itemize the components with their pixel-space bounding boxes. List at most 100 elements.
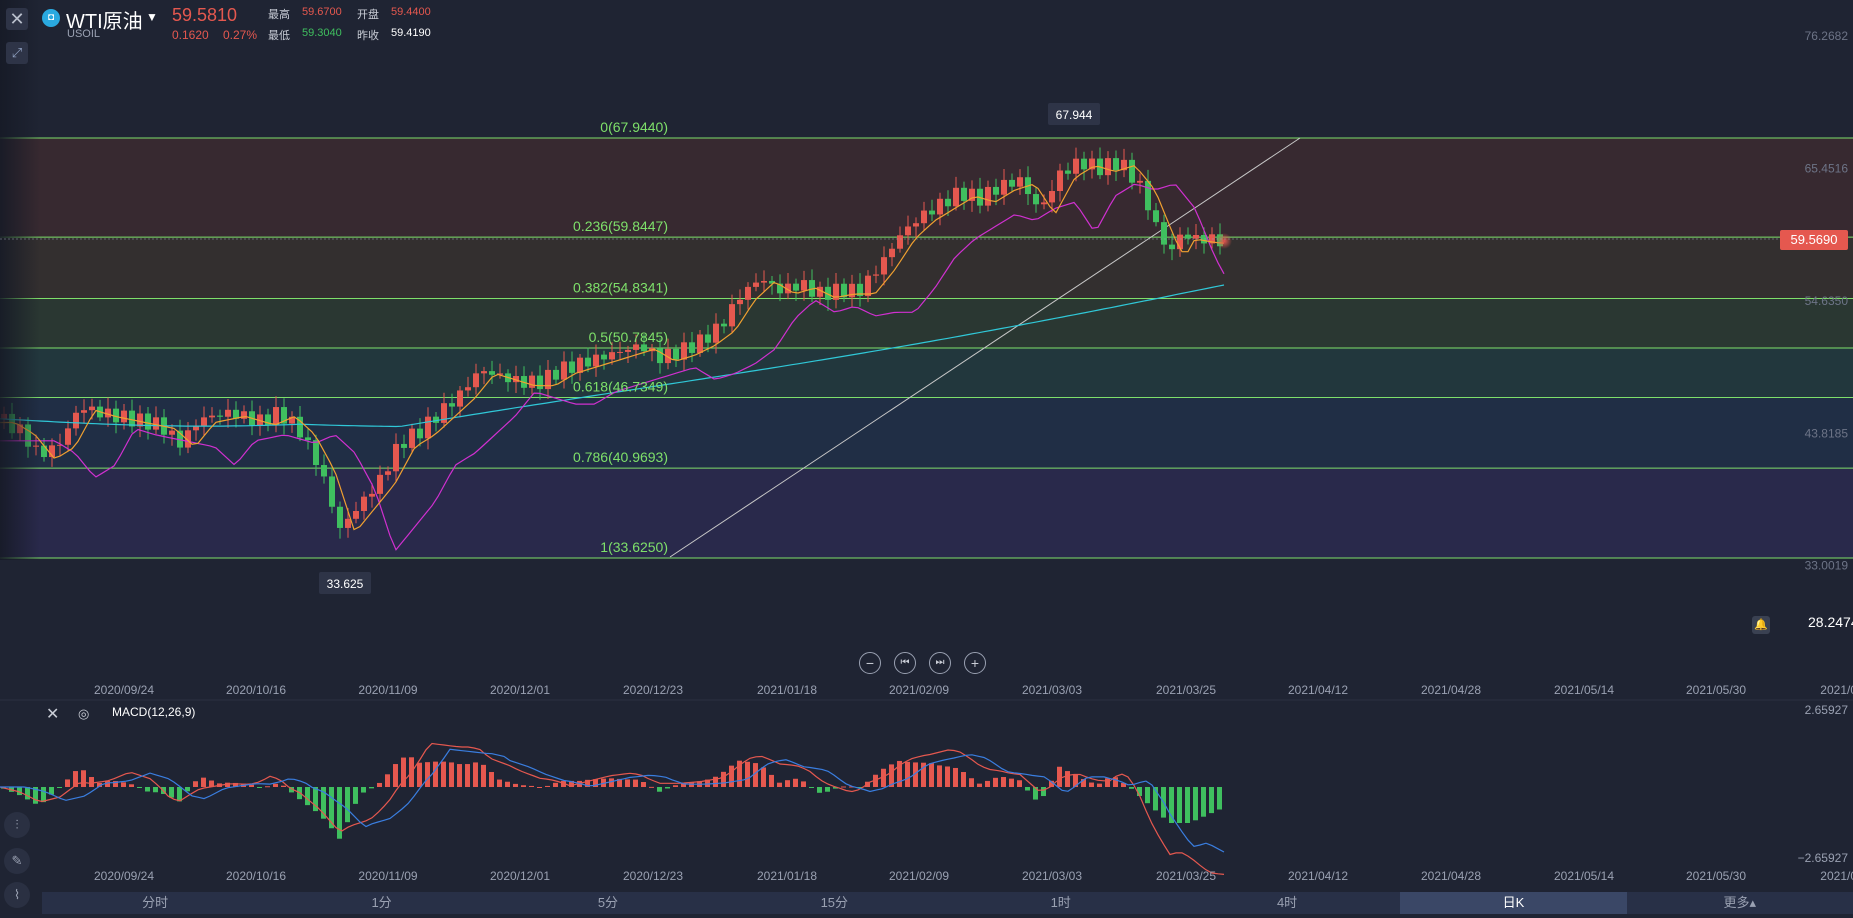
trend-line[interactable] bbox=[669, 137, 1301, 558]
price-axis-label: 65.4516 bbox=[1805, 162, 1849, 176]
candle bbox=[377, 474, 383, 494]
macd-bar bbox=[1201, 787, 1206, 817]
candle bbox=[329, 476, 335, 507]
macd-bar bbox=[633, 779, 638, 787]
timeframe-bar: 分时 1分 5分 15分 1时 4时 日K 更多▴ bbox=[42, 892, 1853, 914]
chevron-down-icon[interactable]: ▼ bbox=[146, 10, 158, 24]
macd-bar bbox=[89, 777, 94, 787]
timeframe-0[interactable]: 分时 bbox=[142, 895, 169, 910]
timeframe-2[interactable]: 5分 bbox=[597, 895, 619, 910]
timeframe-4[interactable]: 1时 bbox=[1050, 895, 1071, 910]
eye-icon[interactable]: ◎ bbox=[78, 706, 90, 721]
fib-band bbox=[0, 348, 1853, 398]
macd-bar bbox=[817, 787, 822, 793]
candle bbox=[697, 334, 703, 353]
macd-bar bbox=[49, 787, 54, 795]
macd-bar bbox=[1129, 787, 1134, 789]
candle bbox=[625, 349, 631, 352]
timeframe-5[interactable]: 4时 bbox=[1276, 895, 1298, 910]
candle bbox=[633, 344, 639, 350]
close-icon[interactable]: ✕ bbox=[6, 8, 28, 30]
macd-bar bbox=[265, 786, 270, 788]
price-change: 0.1620 bbox=[172, 28, 209, 42]
date-label: 2021/04/12 bbox=[1288, 683, 1348, 697]
macd-bar bbox=[1193, 787, 1198, 821]
fib-label: 0(67.9440) bbox=[600, 119, 668, 135]
candle bbox=[729, 304, 735, 327]
instrument-logo: ◘ bbox=[42, 9, 60, 27]
candle bbox=[913, 223, 919, 227]
candle bbox=[65, 428, 71, 445]
macd-bar bbox=[945, 766, 950, 787]
macd-bar bbox=[1081, 779, 1086, 787]
macd-bar bbox=[897, 760, 902, 787]
macd-bar bbox=[785, 780, 790, 787]
macd-bar bbox=[1177, 787, 1182, 823]
ma-slow-line bbox=[0, 284, 1225, 428]
macd-bar bbox=[745, 761, 750, 787]
zoom-out-icon[interactable]: − bbox=[859, 652, 881, 674]
price-change-pct: 0.27% bbox=[223, 28, 258, 42]
candle bbox=[425, 416, 431, 439]
macd-bar bbox=[41, 787, 46, 803]
macd-bar bbox=[473, 762, 478, 787]
candle bbox=[1033, 194, 1039, 205]
candle bbox=[929, 210, 935, 215]
date-label: 2021/05/14 bbox=[1554, 869, 1614, 883]
timeframe-1[interactable]: 1分 bbox=[371, 895, 392, 910]
fibonacci-lines bbox=[0, 137, 1853, 559]
indicator-icon[interactable]: ⫶ bbox=[4, 812, 30, 838]
macd-bar bbox=[921, 762, 926, 787]
candle bbox=[1009, 179, 1015, 187]
draw-tool-icon[interactable]: ⤢ bbox=[6, 42, 28, 64]
candle bbox=[801, 280, 807, 291]
macd-bar bbox=[993, 777, 998, 787]
macd-bar bbox=[73, 771, 78, 787]
macd-bar bbox=[33, 787, 38, 804]
jump-end-icon[interactable]: ⏭ bbox=[929, 652, 951, 674]
candle bbox=[569, 361, 575, 373]
bell-icon[interactable]: 🔔 bbox=[1752, 616, 1770, 634]
timeframe-3[interactable]: 15分 bbox=[820, 895, 849, 910]
macd-bar bbox=[281, 785, 286, 787]
date-label: 2021/03/03 bbox=[1022, 869, 1082, 883]
candle bbox=[737, 299, 743, 305]
macd-axis: 2.65927 −2.65927 bbox=[1798, 703, 1849, 865]
timeframe-7[interactable]: 更多▴ bbox=[1723, 895, 1757, 910]
pencil-icon[interactable]: ✎ bbox=[4, 848, 30, 874]
candle bbox=[841, 283, 847, 298]
instrument-title[interactable]: WTI原油 bbox=[66, 11, 143, 33]
candle bbox=[985, 186, 991, 206]
line-tool-icon[interactable]: ⌇ bbox=[4, 882, 30, 908]
candle bbox=[465, 387, 471, 391]
macd-bar bbox=[257, 787, 262, 788]
macd-bar bbox=[145, 787, 150, 792]
macd-bar bbox=[185, 787, 190, 792]
candle bbox=[849, 283, 855, 298]
date-label: 2020/12/23 bbox=[623, 683, 683, 697]
zoom-in-icon[interactable]: + bbox=[964, 652, 986, 674]
timeframe-6[interactable]: 日K bbox=[1400, 892, 1627, 914]
macd-close-icon[interactable]: ✕ bbox=[46, 706, 60, 723]
jump-start-icon[interactable]: ⏮ bbox=[894, 652, 916, 674]
candle bbox=[1121, 159, 1127, 171]
macd-bar bbox=[97, 782, 102, 787]
date-label: 2020/09/24 bbox=[94, 683, 154, 697]
candle bbox=[185, 430, 191, 448]
macd-bar bbox=[881, 768, 886, 787]
macd-bar bbox=[345, 787, 350, 823]
macd-bar bbox=[849, 786, 854, 788]
macd-bar bbox=[337, 787, 342, 839]
date-label: 2021/01/18 bbox=[757, 683, 817, 697]
macd-bar bbox=[505, 781, 510, 787]
macd-bar bbox=[1137, 787, 1142, 796]
candle bbox=[433, 416, 439, 423]
macd-bar bbox=[113, 781, 118, 787]
candle bbox=[1065, 170, 1071, 174]
candle bbox=[1001, 179, 1007, 195]
date-label: 2020/09/24 bbox=[94, 869, 154, 883]
macd-bar bbox=[545, 785, 550, 787]
candle bbox=[809, 280, 815, 297]
macd-bar bbox=[977, 783, 982, 787]
